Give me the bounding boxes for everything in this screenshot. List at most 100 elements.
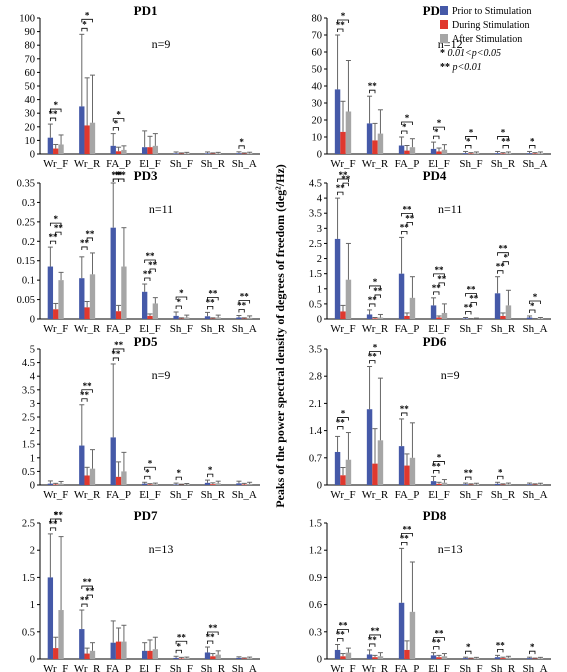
- panel-pd7: 0 0.5 1 1.5 2 2.5 Wr_F Wr_R FA_P El_F Sh_F Sh_R Sh_A…: [22, 508, 260, 672]
- significance-bracket: [470, 302, 477, 306]
- y-tick-label: 3.5: [309, 209, 322, 220]
- x-tick-label: Sh_F: [459, 158, 482, 170]
- panel-pd8: 0 0.3 0.6 0.9 1.2 1.5 Wr_F Wr_R FA_P El_F Sh_F Sh_R…: [309, 508, 551, 672]
- x-tick-label: Sh_A: [232, 489, 257, 501]
- bar-sh-a-s2: [241, 658, 247, 659]
- x-tick-label: El_F: [428, 323, 449, 335]
- significance-bracket: [433, 273, 445, 277]
- significance-bracket: [337, 178, 349, 182]
- x-tick-label: Wr_F: [43, 158, 68, 170]
- bar-wr-r-s1: [366, 123, 373, 154]
- significance-bracket: [144, 475, 151, 480]
- significance-label: **: [111, 170, 121, 180]
- significance-bracket: [337, 629, 349, 633]
- significance-label: *: [533, 292, 538, 302]
- y-tick-label: 0: [30, 481, 35, 492]
- bar-fa-p-s3: [409, 297, 416, 319]
- significance-label: **: [206, 297, 216, 307]
- bar-wr-f-s3: [345, 459, 352, 485]
- x-tick-label: FA_P: [395, 158, 420, 170]
- y-tick-label: 1.2: [309, 546, 322, 557]
- significance-label: *: [503, 253, 508, 263]
- significance-bracket: [49, 222, 62, 227]
- significance-label: *: [405, 113, 410, 123]
- bar-wr-r-s3: [377, 317, 384, 319]
- y-tick-label: 100: [19, 14, 35, 25]
- bar-el-f-s2: [436, 483, 442, 485]
- panel-title: PD5: [134, 334, 158, 349]
- significance-bracket: [81, 585, 93, 590]
- legend-significance: ** p<0.01: [440, 62, 482, 73]
- bar-wr-f-s3: [345, 652, 352, 659]
- significance-label: *: [239, 137, 244, 147]
- bar-el-f-s1: [141, 483, 148, 485]
- significance-label: *: [469, 127, 474, 137]
- x-tick-label: FA_P: [106, 663, 131, 672]
- significance-bracket: [401, 213, 413, 217]
- significance-bracket: [465, 476, 472, 481]
- x-tick-label: El_F: [139, 663, 160, 672]
- x-tick-label: Wr_R: [362, 323, 389, 335]
- y-tick-label: 60: [25, 68, 36, 79]
- bar-wr-f-s2: [53, 484, 59, 485]
- y-tick-label: 1.5: [309, 519, 322, 530]
- x-tick-label: Sh_A: [232, 158, 257, 170]
- bar-el-f-s3: [441, 149, 448, 154]
- bar-sh-f-s1: [173, 484, 179, 485]
- significance-label: **: [83, 577, 93, 587]
- significance-label: *: [437, 118, 442, 128]
- y-tick-label: 0.1: [22, 276, 35, 287]
- significance-bracket: [81, 18, 93, 23]
- y-tick-label: 2.5: [22, 519, 35, 530]
- bar-sh-a-s1: [236, 317, 242, 319]
- significance-bracket: [144, 466, 156, 471]
- significance-label: *: [177, 468, 182, 478]
- bar-sh-f-s1: [173, 153, 179, 154]
- significance-bracket: [465, 293, 477, 297]
- significance-bracket: [86, 594, 93, 599]
- x-tick-label: Sh_R: [491, 663, 516, 672]
- significance-label: **: [464, 302, 474, 312]
- significance-bracket: [401, 130, 408, 134]
- bar-wr-r-s1: [366, 409, 373, 485]
- x-tick-label: Sh_F: [459, 489, 482, 501]
- bar-wr-r-s2: [84, 653, 90, 659]
- bar-sh-a-s3: [246, 483, 253, 485]
- significance-bracket: [433, 461, 445, 465]
- y-tick-label: 80: [25, 41, 36, 52]
- significance-bracket: [497, 648, 504, 653]
- significance-label: **: [80, 595, 90, 605]
- x-tick-label: Sh_F: [459, 663, 482, 672]
- y-tick-label: 0: [317, 315, 322, 326]
- x-tick-label: Sh_F: [170, 323, 193, 335]
- significance-label: **: [111, 349, 121, 359]
- bar-sh-r-s3: [215, 483, 221, 485]
- bar-sh-f-s1: [462, 658, 469, 659]
- significance-bracket: [175, 296, 188, 301]
- bar-wr-r-s2: [84, 125, 90, 154]
- panel-title: PD8: [423, 508, 447, 523]
- bar-fa-p-s3: [409, 147, 416, 154]
- y-tick-label: 2.5: [22, 413, 35, 424]
- y-tick-label: 0: [30, 655, 35, 666]
- bar-wr-f-s2: [340, 311, 346, 319]
- bar-sh-r-s3: [505, 305, 512, 319]
- y-tick-label: 40: [25, 95, 36, 106]
- significance-label: **: [143, 269, 153, 279]
- significance-bracket: [433, 135, 440, 140]
- panel-title: PD1: [134, 3, 158, 18]
- significance-label: *: [53, 214, 58, 224]
- significance-label: *: [82, 19, 87, 29]
- significance-bracket: [81, 246, 88, 250]
- y-tick-label: 2: [30, 426, 35, 437]
- significance-bracket: [401, 231, 408, 235]
- x-tick-label: El_F: [428, 663, 449, 672]
- significance-label: *: [437, 452, 442, 462]
- significance-bracket: [149, 268, 156, 273]
- bar-wr-f-s2: [53, 148, 59, 154]
- significance-label: **: [469, 293, 479, 303]
- bar-sh-r-s2: [210, 656, 216, 659]
- significance-label: **: [435, 629, 445, 639]
- bar-wr-f-s2: [340, 131, 346, 154]
